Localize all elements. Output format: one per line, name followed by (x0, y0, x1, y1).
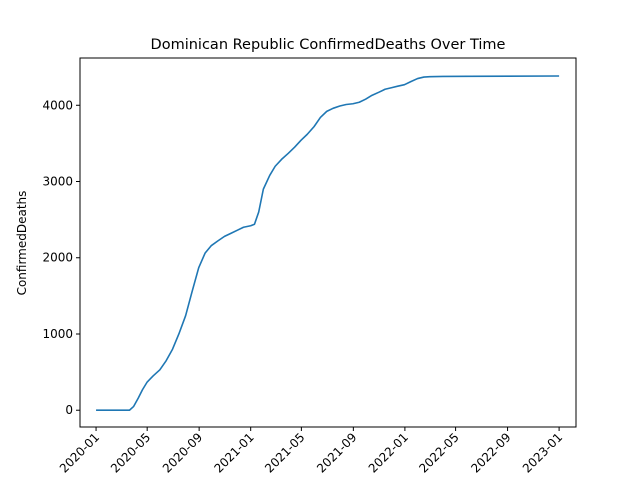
y-tick-label: 2000 (42, 251, 73, 265)
y-tick-label: 0 (65, 403, 73, 417)
chart-title: Dominican Republic ConfirmedDeaths Over … (151, 37, 506, 53)
y-tick-label: 3000 (42, 175, 73, 189)
plot-frame (79, 57, 577, 428)
y-axis-label: ConfirmedDeaths (15, 191, 29, 296)
y-axis-ticks: 0 1000 2000 3000 4000 (42, 98, 80, 417)
y-tick-label: 1000 (42, 327, 73, 341)
y-tick-label: 4000 (42, 98, 73, 112)
series-line (96, 75, 560, 412)
